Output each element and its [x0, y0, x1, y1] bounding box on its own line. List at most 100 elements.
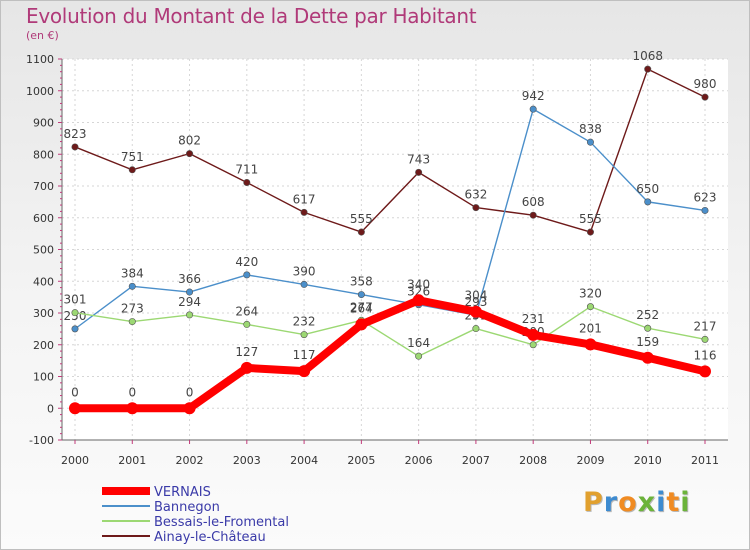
data-label: 1068 — [632, 49, 663, 63]
chart-title: Evolution du Montant de la Dette par Hab… — [26, 4, 477, 28]
data-point — [357, 228, 365, 236]
data-label: 384 — [121, 266, 144, 280]
data-point — [699, 365, 711, 378]
data-point — [126, 402, 139, 415]
data-label: 980 — [694, 77, 717, 91]
data-label: 0 — [186, 385, 194, 399]
data-point — [298, 365, 311, 378]
y-tick-label: 700 — [33, 180, 54, 193]
data-point — [641, 351, 654, 364]
data-point — [527, 328, 540, 341]
y-tick-label: -100 — [29, 434, 54, 447]
data-point — [412, 294, 425, 307]
legend-label: Bannegon — [154, 500, 220, 515]
data-label: 127 — [235, 345, 258, 359]
data-point — [355, 318, 368, 331]
logo-letter: P — [583, 487, 604, 518]
data-point — [586, 303, 594, 311]
data-label: 217 — [694, 319, 717, 333]
x-tick-label: 2000 — [61, 454, 89, 467]
data-point — [644, 324, 652, 332]
data-point — [300, 331, 308, 339]
series-bannegon: 250384366420390358326293942838650623 — [64, 89, 717, 333]
data-label: 293 — [464, 295, 487, 309]
data-point — [243, 179, 251, 187]
data-label: 358 — [350, 275, 373, 289]
data-point — [243, 320, 251, 328]
x-tick-label: 2006 — [405, 454, 433, 467]
data-label: 743 — [407, 152, 430, 166]
y-tick-label: 800 — [33, 148, 54, 161]
data-label: 608 — [522, 195, 545, 209]
data-label: 420 — [235, 255, 258, 269]
data-label: 116 — [694, 348, 717, 362]
data-point — [300, 280, 308, 288]
data-label: 0 — [71, 385, 79, 399]
data-point — [415, 168, 423, 176]
data-point — [701, 93, 709, 101]
x-tick-label: 2007 — [462, 454, 490, 467]
y-tick-label: 100 — [33, 371, 54, 384]
data-label: 751 — [121, 150, 144, 164]
data-label: 555 — [579, 212, 602, 226]
data-label: 117 — [293, 348, 316, 362]
data-label: 340 — [407, 277, 430, 291]
data-point — [243, 271, 251, 279]
logo-letter: o — [618, 487, 638, 518]
data-point — [71, 143, 79, 151]
data-label: 294 — [178, 295, 201, 309]
x-tick-label: 2003 — [233, 454, 261, 467]
data-point — [701, 206, 709, 214]
data-label: 711 — [235, 163, 258, 177]
y-tick-label: 600 — [33, 212, 54, 225]
data-label: 838 — [579, 122, 602, 136]
data-point — [186, 288, 194, 296]
data-label: 623 — [694, 190, 717, 204]
data-point — [469, 305, 482, 318]
series-line — [74, 108, 706, 330]
y-tick-label: 1100 — [26, 53, 54, 66]
data-point — [71, 309, 79, 317]
x-tick-label: 2001 — [118, 454, 146, 467]
legend: VERNAISBannegonBessais-le-FromentalAinay… — [102, 485, 289, 545]
x-tick-label: 2009 — [576, 454, 604, 467]
data-label: 277 — [350, 300, 373, 314]
chart-unit-label: (en €) — [26, 29, 59, 42]
legend-label: Ainay-le-Château — [154, 530, 266, 545]
data-point — [644, 65, 652, 73]
data-point — [183, 402, 196, 415]
data-point — [529, 211, 537, 219]
data-label: 164 — [407, 336, 430, 350]
series-line — [71, 296, 709, 413]
data-label: 201 — [579, 321, 602, 335]
data-label: 232 — [293, 315, 316, 329]
series-line — [74, 305, 706, 357]
data-point — [529, 341, 537, 349]
x-tick-label: 2011 — [691, 454, 719, 467]
data-label: 252 — [636, 308, 659, 322]
y-tick-label: 1000 — [26, 85, 54, 98]
y-tick-label: 400 — [33, 275, 54, 288]
data-label: 942 — [522, 89, 545, 103]
data-label: 390 — [293, 264, 316, 278]
y-tick-label: 500 — [33, 244, 54, 257]
data-point — [357, 291, 365, 299]
data-label: 264 — [350, 301, 373, 315]
series-vernais: 0 0 0 127 117 264 340 304 231 201 159 116 — [69, 277, 717, 415]
x-tick-label: 2002 — [176, 454, 204, 467]
x-tick-label: 2010 — [634, 454, 662, 467]
data-point — [644, 198, 652, 206]
y-tick-label: 200 — [33, 339, 54, 352]
logo-letter: r — [603, 487, 619, 518]
data-label: 555 — [350, 212, 373, 226]
data-point — [586, 228, 594, 236]
proxiti-logo: Proxiti — [583, 487, 691, 518]
data-point — [186, 311, 194, 319]
data-label: 320 — [579, 287, 602, 301]
logo-letter: i — [656, 487, 667, 518]
x-tick-label: 2005 — [347, 454, 375, 467]
data-point — [415, 352, 423, 360]
data-label: 366 — [178, 272, 201, 286]
data-point — [128, 318, 136, 326]
